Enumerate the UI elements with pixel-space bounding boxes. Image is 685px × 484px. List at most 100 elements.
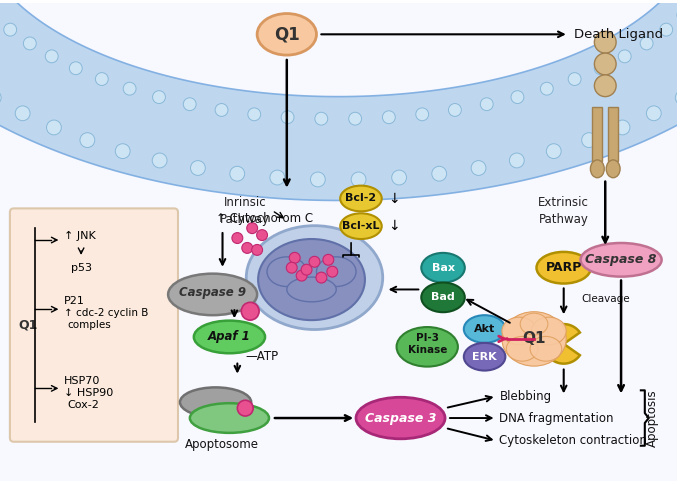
Circle shape	[540, 82, 553, 95]
Ellipse shape	[502, 317, 536, 345]
Text: ↑ cdc-2 cyclin B: ↑ cdc-2 cyclin B	[64, 308, 149, 318]
Ellipse shape	[421, 253, 465, 283]
Ellipse shape	[267, 257, 307, 287]
Text: comples: comples	[67, 320, 111, 330]
Text: ↓: ↓	[388, 219, 399, 233]
Text: Extrinsic
Pathway: Extrinsic Pathway	[538, 196, 589, 226]
Text: Bcl-2: Bcl-2	[345, 194, 377, 203]
Text: Bcl-xL: Bcl-xL	[342, 221, 379, 231]
Text: Cytoskeleton contraction: Cytoskeleton contraction	[499, 434, 647, 447]
Text: PI-3
Kinase: PI-3 Kinase	[408, 333, 447, 355]
Text: ↓ HSP90: ↓ HSP90	[64, 388, 114, 398]
Circle shape	[184, 98, 196, 111]
Text: Cox-2: Cox-2	[67, 400, 99, 410]
Circle shape	[289, 252, 300, 263]
Text: Q1: Q1	[18, 318, 38, 332]
Text: —ATP: —ATP	[245, 350, 278, 363]
Text: ↓: ↓	[388, 192, 399, 206]
Circle shape	[677, 9, 685, 21]
Text: Bax: Bax	[432, 263, 455, 272]
Circle shape	[241, 302, 259, 320]
Ellipse shape	[502, 312, 566, 366]
Text: ↑ JNK: ↑ JNK	[64, 231, 96, 241]
Circle shape	[230, 166, 245, 181]
Circle shape	[432, 166, 447, 181]
Bar	[608, 106, 618, 161]
Ellipse shape	[190, 403, 269, 433]
Circle shape	[115, 144, 130, 159]
Ellipse shape	[287, 277, 336, 302]
Ellipse shape	[257, 14, 316, 55]
Text: p53: p53	[71, 263, 92, 272]
Ellipse shape	[397, 327, 458, 366]
Text: DNA fragmentation: DNA fragmentation	[499, 411, 614, 424]
Text: PARP: PARP	[545, 261, 582, 274]
Circle shape	[247, 223, 258, 234]
Text: ERK: ERK	[472, 352, 497, 362]
Circle shape	[547, 144, 561, 159]
Circle shape	[316, 272, 327, 283]
Circle shape	[69, 62, 82, 75]
Circle shape	[619, 50, 631, 63]
Text: Caspase 3: Caspase 3	[365, 411, 436, 424]
Circle shape	[449, 104, 461, 116]
Circle shape	[615, 120, 630, 135]
Circle shape	[640, 37, 653, 50]
Circle shape	[595, 75, 616, 97]
Circle shape	[190, 161, 205, 175]
Circle shape	[270, 170, 285, 185]
Circle shape	[309, 257, 320, 267]
Circle shape	[594, 62, 607, 75]
Ellipse shape	[536, 252, 591, 284]
Text: Caspase 9: Caspase 9	[179, 286, 246, 299]
Circle shape	[215, 104, 228, 116]
Circle shape	[327, 266, 338, 277]
Ellipse shape	[464, 315, 506, 343]
Circle shape	[349, 112, 362, 125]
Circle shape	[675, 90, 685, 105]
Circle shape	[251, 244, 262, 256]
Circle shape	[123, 82, 136, 95]
Circle shape	[351, 172, 366, 187]
Circle shape	[511, 91, 524, 104]
Ellipse shape	[580, 243, 662, 277]
Text: Akt: Akt	[474, 324, 495, 334]
Circle shape	[0, 90, 1, 105]
Ellipse shape	[258, 239, 365, 320]
Circle shape	[232, 233, 242, 243]
Circle shape	[595, 53, 616, 75]
Circle shape	[392, 170, 406, 185]
Circle shape	[310, 172, 325, 187]
Text: HSP70: HSP70	[64, 377, 101, 386]
Ellipse shape	[464, 343, 506, 371]
Bar	[593, 106, 602, 161]
Circle shape	[660, 23, 673, 36]
Text: Death Ligand: Death Ligand	[573, 28, 662, 41]
Circle shape	[595, 31, 616, 53]
Circle shape	[286, 262, 297, 273]
Polygon shape	[0, 0, 685, 200]
Circle shape	[95, 73, 108, 86]
Circle shape	[152, 153, 167, 168]
Circle shape	[296, 270, 307, 281]
Circle shape	[15, 106, 30, 121]
Text: P21: P21	[64, 296, 85, 306]
Circle shape	[23, 37, 36, 50]
Text: Cleavage: Cleavage	[582, 294, 630, 304]
FancyBboxPatch shape	[10, 209, 178, 442]
Text: ↑ Cytochorom C: ↑ Cytochorom C	[216, 212, 313, 225]
Circle shape	[568, 73, 581, 86]
Circle shape	[237, 400, 253, 416]
Circle shape	[248, 108, 261, 121]
Ellipse shape	[530, 336, 562, 361]
Ellipse shape	[606, 160, 620, 178]
Ellipse shape	[590, 160, 604, 178]
Ellipse shape	[520, 313, 548, 335]
Circle shape	[281, 111, 294, 123]
Ellipse shape	[180, 387, 251, 417]
Ellipse shape	[506, 336, 538, 361]
Ellipse shape	[168, 273, 257, 315]
Ellipse shape	[340, 213, 382, 239]
Text: Apoptosome: Apoptosome	[184, 438, 258, 451]
Text: Q1: Q1	[522, 332, 546, 347]
